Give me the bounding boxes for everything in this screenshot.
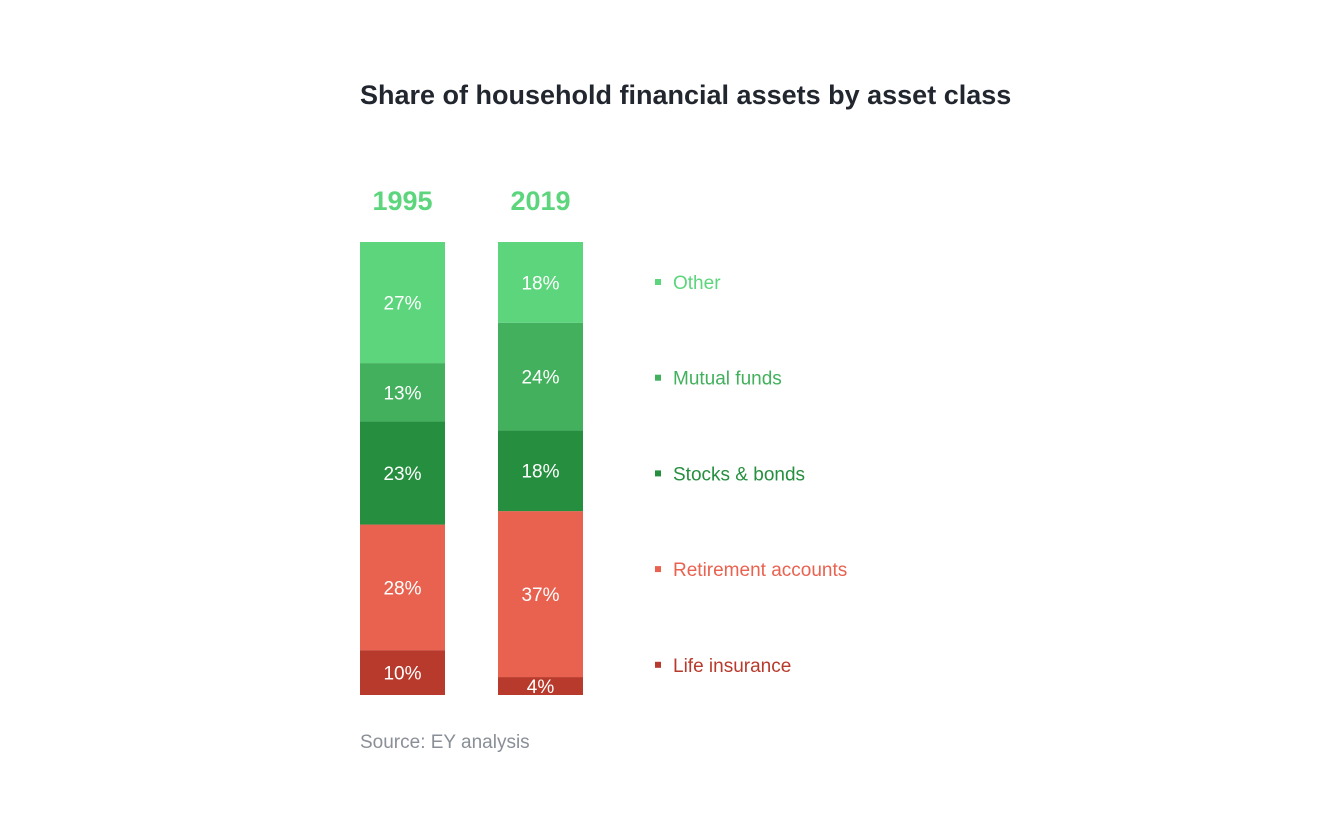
data-label-2019-life-insurance: 4% <box>527 677 555 698</box>
chart-title: Share of household financial assets by a… <box>360 80 1012 110</box>
bar-segment-2019-life-insurance <box>498 677 583 695</box>
legend-swatch-other <box>655 279 661 285</box>
bar-segment-1995-life-insurance <box>360 650 445 695</box>
bar-segment-2019-stocks-bonds <box>498 430 583 512</box>
data-label-1995-mutual-funds: 13% <box>383 383 421 404</box>
legend: Other Mutual funds Stocks & bonds Retiremen… <box>655 273 847 677</box>
bar-segment-2019-retirement-accounts <box>498 511 583 678</box>
bar-segment-1995-mutual-funds <box>360 363 445 422</box>
data-label-1995-other: 27% <box>383 294 421 315</box>
source-note: Source: EY analysis <box>360 732 530 753</box>
data-label-2019-other: 18% <box>521 273 559 294</box>
legend-label-life-insurance: Life insurance <box>673 656 791 677</box>
legend-label-mutual-funds: Mutual funds <box>673 369 782 390</box>
data-label-1995-retirement-accounts: 28% <box>383 578 421 599</box>
data-label-2019-stocks-bonds: 18% <box>521 462 559 483</box>
legend-swatch-life-insurance <box>655 661 661 668</box>
legend-label-other: Other <box>673 273 721 294</box>
data-label-1995-life-insurance: 10% <box>383 664 421 685</box>
bars: 1995 10% 28% 23% 13% 27% 2019 4% 37% 18% 24% 18% <box>360 186 583 698</box>
year-label-1995: 1995 <box>372 186 432 216</box>
legend-swatch-stocks-bonds <box>655 470 661 477</box>
legend-label-stocks-bonds: Stocks & bonds <box>673 464 805 485</box>
bar-segment-2019-mutual-funds <box>498 322 583 431</box>
bar-segment-1995-other <box>360 242 445 364</box>
data-label-2019-mutual-funds: 24% <box>521 368 559 389</box>
bar-segment-1995-retirement-accounts <box>360 524 445 651</box>
data-label-1995-stocks-bonds: 23% <box>383 464 421 485</box>
legend-swatch-retirement-accounts <box>655 566 661 573</box>
bar-segment-2019-other <box>498 242 583 323</box>
year-label-2019: 2019 <box>510 186 570 216</box>
bar-segment-1995-stocks-bonds <box>360 421 445 525</box>
legend-swatch-mutual-funds <box>655 374 661 381</box>
data-label-2019-retirement-accounts: 37% <box>521 585 559 606</box>
legend-label-retirement-accounts: Retirement accounts <box>673 560 847 581</box>
